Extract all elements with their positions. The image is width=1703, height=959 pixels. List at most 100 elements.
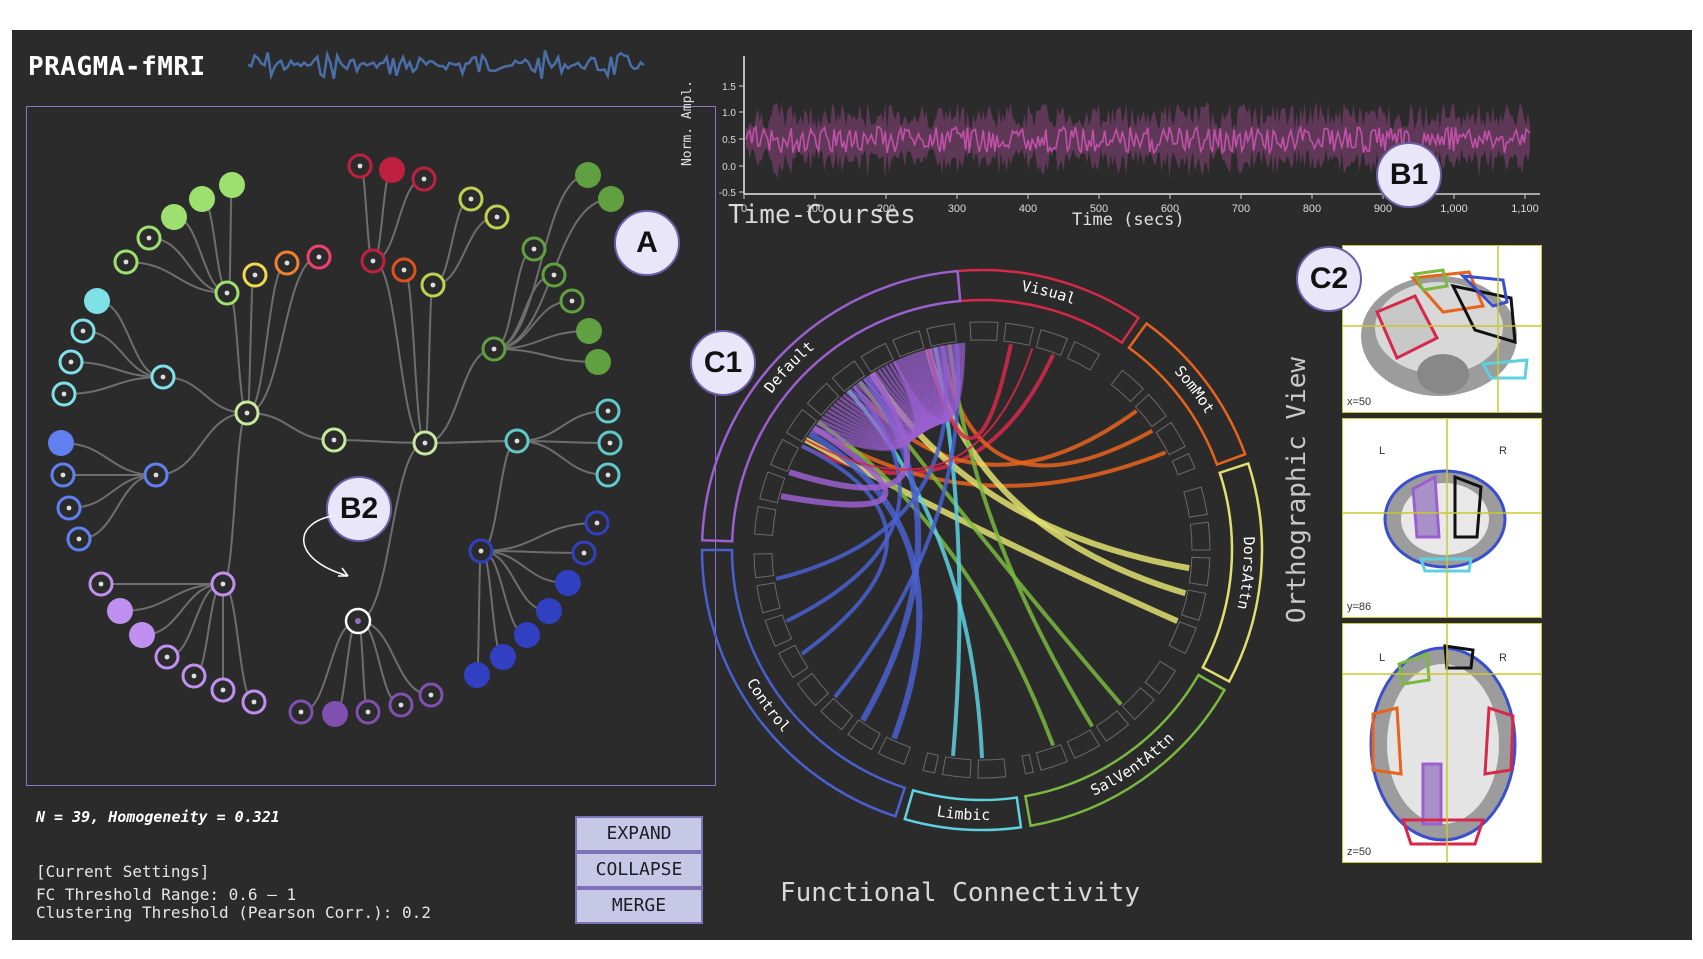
tree-leaf-node[interactable] xyxy=(575,162,601,188)
expand-button[interactable]: EXPAND xyxy=(575,816,703,852)
tree-leaf-node[interactable] xyxy=(219,172,245,198)
tree-leaf-node[interactable] xyxy=(555,570,581,596)
tree-leaf-node[interactable] xyxy=(597,430,623,456)
connectivity-chord xyxy=(805,347,1034,471)
x-tick-label: 300 xyxy=(948,203,966,215)
timecourse-signal xyxy=(745,124,1531,156)
tree-leaf-node[interactable] xyxy=(242,262,268,288)
x-tick-label: 900 xyxy=(1374,203,1392,215)
tree-leaf-node[interactable] xyxy=(355,699,381,725)
x-tick-label: 600 xyxy=(1161,203,1179,215)
tree-leaf-node[interactable] xyxy=(48,430,74,456)
ortho-title: Orthographic View xyxy=(1282,356,1312,624)
tree-leaf-node[interactable] xyxy=(84,288,110,314)
connectivity-chord[interactable]: Visual SomMot DorsAttn SalVentAttn Limbic Con… xyxy=(692,250,1292,870)
tree-leaf-node[interactable] xyxy=(458,186,484,212)
tree-leaf-node[interactable] xyxy=(585,349,611,375)
network-arc xyxy=(700,548,907,818)
tree-leaf-node[interactable] xyxy=(571,540,597,566)
x-tick-label: 100 xyxy=(806,203,824,215)
tree-leaf-node[interactable] xyxy=(88,571,114,597)
tree-leaf-node[interactable] xyxy=(388,692,414,718)
tree-leaf-node[interactable] xyxy=(107,598,133,624)
tree-leaf-node[interactable] xyxy=(161,204,187,230)
tree-node[interactable] xyxy=(504,428,530,454)
timecourse-xlabel: Time (secs) xyxy=(1072,210,1185,230)
tree-leaf-node[interactable] xyxy=(129,622,155,648)
tree-leaf-node[interactable] xyxy=(464,662,490,688)
slice-coord: z=50 xyxy=(1347,846,1372,858)
app-title: PRAGMA-fMRI xyxy=(28,52,206,82)
tree-leaf-node[interactable] xyxy=(56,495,82,521)
cluster-tree-panel[interactable] xyxy=(26,106,716,786)
tree-root-node[interactable] xyxy=(412,430,438,456)
tree-leaf-node[interactable] xyxy=(481,336,507,362)
tree-leaf-node[interactable] xyxy=(541,262,567,288)
settings-header: [Current Settings] xyxy=(36,862,210,881)
tree-node[interactable] xyxy=(321,427,347,453)
tree-leaf-node[interactable] xyxy=(484,204,510,230)
coronal-slice[interactable]: L R y=86 xyxy=(1342,418,1542,618)
tree-leaf-node[interactable] xyxy=(468,538,494,564)
pragma-app: PRAGMA-fMRI N = 39, Homogeneity = 0.321 … xyxy=(12,30,1692,940)
x-tick-label: 1,100 xyxy=(1511,203,1539,215)
tree-leaf-node[interactable] xyxy=(411,166,437,192)
tree-node[interactable] xyxy=(234,400,260,426)
network-arc xyxy=(1023,673,1227,828)
tree-leaf-node[interactable] xyxy=(584,510,610,536)
marker-b2: B2 xyxy=(326,476,392,542)
tree-leaf-node[interactable] xyxy=(274,250,300,276)
tree-leaf-node[interactable] xyxy=(154,644,180,670)
tree-leaf-node[interactable] xyxy=(598,186,624,212)
x-tick-label: 800 xyxy=(1303,203,1321,215)
tree-leaf-node[interactable] xyxy=(241,689,267,715)
tree-leaf-node[interactable] xyxy=(150,364,176,390)
tree-leaf-node[interactable] xyxy=(143,462,169,488)
merge-button[interactable]: MERGE xyxy=(575,888,703,924)
slice-coord: x=50 xyxy=(1347,396,1372,408)
tree-leaf-node[interactable] xyxy=(595,398,621,424)
tree-leaf-node[interactable] xyxy=(420,272,446,298)
tree-leaf-node[interactable] xyxy=(214,280,240,306)
tree-leaf-node[interactable] xyxy=(347,153,373,179)
collapse-button[interactable]: COLLAPSE xyxy=(575,852,703,888)
tree-leaf-node[interactable] xyxy=(113,249,139,275)
tree-leaf-node[interactable] xyxy=(391,257,417,283)
tree-leaf-node[interactable] xyxy=(210,571,236,597)
tree-leaf-node[interactable] xyxy=(210,677,236,703)
tree-leaf-node[interactable] xyxy=(514,622,540,648)
cluster-tree[interactable] xyxy=(27,107,717,787)
connectivity-chord xyxy=(816,420,1056,747)
tree-leaf-node[interactable] xyxy=(51,381,77,407)
tree-leaf-node[interactable] xyxy=(576,318,602,344)
x-tick-label: 500 xyxy=(1090,203,1108,215)
x-tick-label: 700 xyxy=(1232,203,1250,215)
connectivity-chord xyxy=(808,431,923,740)
slice-right-label: R xyxy=(1499,445,1507,457)
tree-leaf-node[interactable] xyxy=(559,288,585,314)
fc-threshold-range: FC Threshold Range: 0.6 – 1 xyxy=(36,885,297,904)
tree-leaf-node[interactable] xyxy=(360,248,386,274)
sagittal-slice[interactable]: x=50 xyxy=(1342,245,1542,413)
tree-leaf-node[interactable] xyxy=(595,462,621,488)
tree-leaf-node[interactable] xyxy=(189,186,215,212)
tree-leaf-node[interactable] xyxy=(70,318,96,344)
axial-slice[interactable]: L R z=50 xyxy=(1342,623,1542,863)
tree-leaf-node[interactable] xyxy=(306,244,332,270)
tree-leaf-node[interactable] xyxy=(181,663,207,689)
tree-leaf-node[interactable] xyxy=(536,598,562,624)
tree-leaf-node[interactable] xyxy=(521,236,547,262)
tree-leaf-node[interactable] xyxy=(58,349,84,375)
network-arc xyxy=(700,269,962,543)
tree-leaf-node[interactable] xyxy=(322,701,348,727)
tree-leaf-node[interactable] xyxy=(418,682,444,708)
timecourse-title: Time-Courses xyxy=(728,200,916,230)
marker-a: A xyxy=(614,210,680,276)
tree-leaf-node[interactable] xyxy=(490,644,516,670)
tree-leaf-node[interactable] xyxy=(66,526,92,552)
tree-leaf-node[interactable] xyxy=(379,157,405,183)
tree-leaf-node[interactable] xyxy=(50,462,76,488)
slice-right-label: R xyxy=(1499,652,1507,664)
tree-leaf-node[interactable] xyxy=(136,225,162,251)
tree-leaf-node[interactable] xyxy=(288,699,314,725)
